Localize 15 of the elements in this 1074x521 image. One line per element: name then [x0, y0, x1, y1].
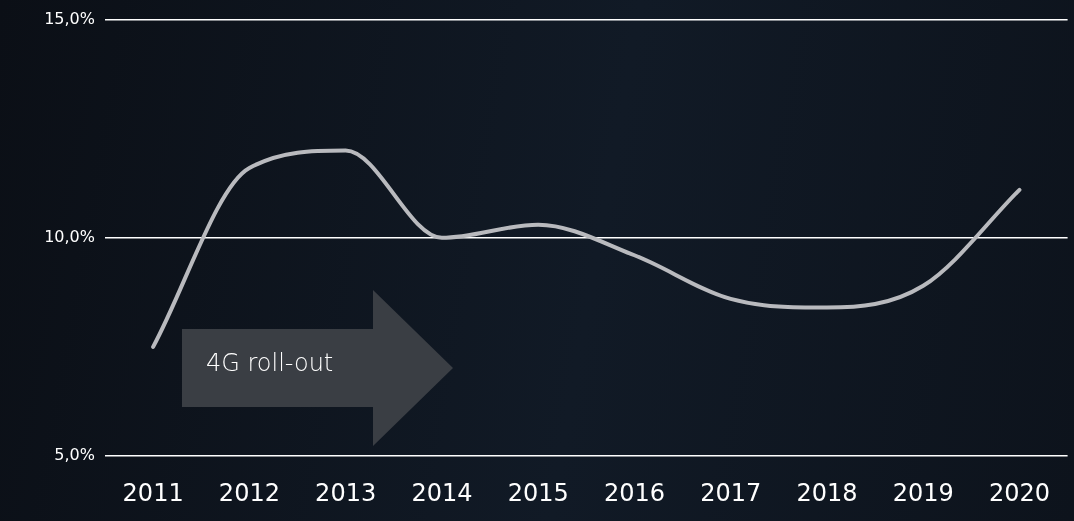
- y-tick-label: 5,0%: [54, 445, 95, 465]
- x-tick-label: 2019: [892, 478, 954, 507]
- x-tick-label: 2015: [507, 478, 569, 507]
- x-tick-label: 2013: [315, 478, 377, 507]
- x-tick-label: 2011: [122, 478, 184, 507]
- x-tick-label: 2012: [218, 478, 280, 507]
- x-tick-label: 2014: [411, 478, 473, 507]
- y-tick-label: 10,0%: [44, 226, 95, 246]
- y-tick-label: 15,0%: [44, 8, 95, 28]
- x-tick-label: 2017: [700, 478, 762, 507]
- annotation: 4G roll-out: [206, 349, 334, 377]
- x-tick-label: 2018: [796, 478, 858, 507]
- x-tick-label: 2016: [603, 478, 665, 507]
- x-tick-label: 2020: [988, 478, 1050, 507]
- line-series: [151, 148, 1022, 349]
